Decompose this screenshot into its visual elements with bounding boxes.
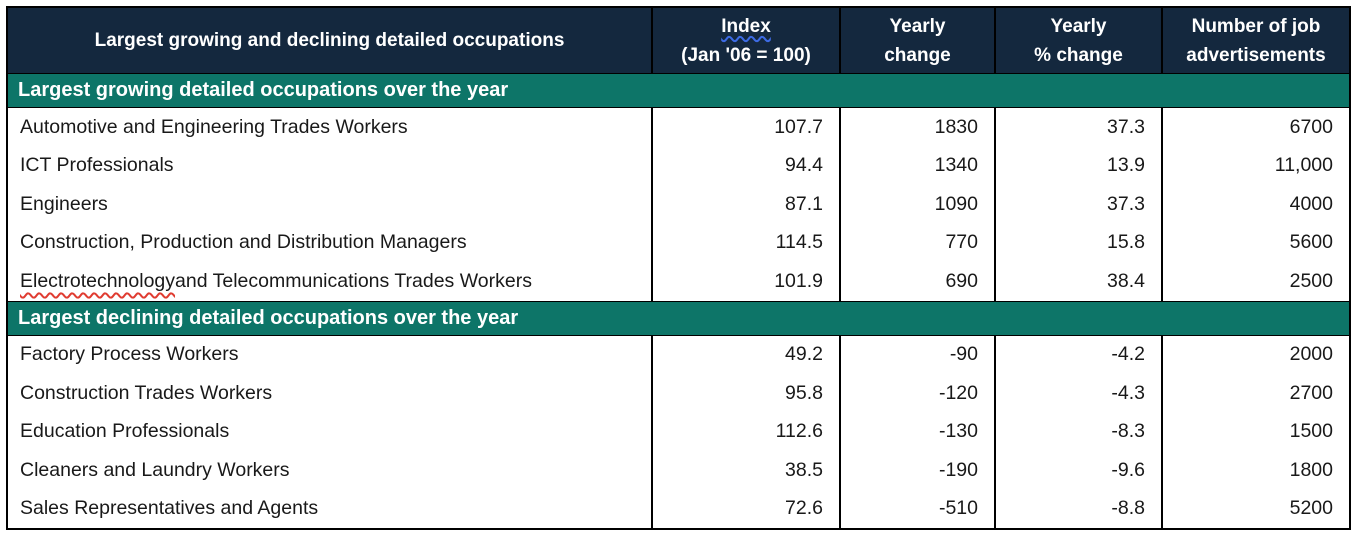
yearly-pct-change-cell: -8.3 — [996, 412, 1163, 451]
yearly-change-cell: 770 — [841, 223, 996, 262]
index-cell: 87.1 — [653, 185, 841, 224]
yearly-pct-change-cell: 37.3 — [996, 108, 1163, 147]
yearly-pct-change-cell: -8.8 — [996, 489, 1163, 528]
index-cell: 72.6 — [653, 489, 841, 528]
job-ads-cell: 5200 — [1289, 497, 1333, 520]
occupation-cell: Education Professionals — [8, 412, 653, 451]
table-title: Largest growing and declining detailed o… — [8, 8, 653, 73]
occupation-cell: Cleaners and Laundry Workers — [8, 451, 653, 490]
yearly-pct-change-cell: 38.4 — [996, 262, 1163, 301]
table-row: Construction, Production and Distributio… — [8, 223, 1349, 262]
yearly-pct-change-cell: -9.6 — [996, 451, 1163, 490]
occupation-cell: Electrotechnology and Telecommunications… — [8, 262, 653, 301]
job-ads-cell: 2500 — [1289, 269, 1333, 292]
index-cell: 112.6 — [653, 412, 841, 451]
yearly-change-cell: 690 — [841, 262, 996, 301]
occupation-rest: and Telecommunications Trades Workers — [175, 269, 532, 292]
yearly-pct-change-cell: 37.3 — [996, 185, 1163, 224]
index-cell: 114.5 — [653, 223, 841, 262]
yearly-change-cell: 1090 — [841, 185, 996, 224]
col-header-index-line2: (Jan '06 = 100) — [681, 44, 811, 66]
section-band-growing: Largest growing detailed occupations ove… — [8, 73, 1349, 108]
job-ads-cell: 5600 — [1289, 231, 1333, 254]
table-row: Construction Trades Workers 95.8 -120 -4… — [8, 374, 1349, 413]
col-header-job-ads: Number of job advertisements — [1186, 15, 1326, 66]
job-ads-cell: 1500 — [1289, 420, 1333, 443]
job-ads-cell: 1800 — [1289, 458, 1333, 481]
col-header-index: Index (Jan '06 = 100) — [653, 8, 841, 73]
yearly-change-cell: -130 — [841, 412, 996, 451]
col-header-index-line1: Index — [721, 15, 771, 37]
job-ads-cell: 11,000 — [1274, 154, 1333, 177]
occupation-cell: Automotive and Engineering Trades Worker… — [8, 108, 653, 147]
job-ads-cell: 4000 — [1289, 192, 1333, 215]
col-header-yearly-pct-change: Yearly % change — [996, 8, 1163, 73]
job-ads-cell: 6700 — [1289, 115, 1333, 138]
yearly-pct-change-cell: -4.3 — [996, 374, 1163, 413]
yearly-change-cell: -510 — [841, 489, 996, 528]
occupations-table: Largest growing and declining detailed o… — [6, 6, 1351, 530]
table-row: Electrotechnology and Telecommunications… — [8, 262, 1349, 301]
table-header-row: Largest growing and declining detailed o… — [8, 8, 1349, 73]
table-row: Engineers 87.1 1090 37.3 4000 — [8, 185, 1349, 224]
occupation-cell: Engineers — [8, 185, 653, 224]
yearly-change-cell: 1340 — [841, 146, 996, 185]
yearly-change-cell: -190 — [841, 451, 996, 490]
occupation-cell: Sales Representatives and Agents — [8, 489, 653, 528]
index-cell: 101.9 — [653, 262, 841, 301]
section-band-declining: Largest declining detailed occupations o… — [8, 300, 1349, 336]
index-cell: 95.8 — [653, 374, 841, 413]
table-row: ICT Professionals 94.4 1340 13.9 11,000 — [8, 146, 1349, 185]
misspelled-word: Electrotechnology — [20, 269, 176, 292]
yearly-pct-change-cell: -4.2 — [996, 335, 1163, 374]
index-cell: 49.2 — [653, 335, 841, 374]
yearly-change-cell: -120 — [841, 374, 996, 413]
yearly-change-cell: 1830 — [841, 108, 996, 147]
occupation-cell: Construction, Production and Distributio… — [8, 223, 653, 262]
occupation-cell: ICT Professionals — [8, 146, 653, 185]
table-row: Cleaners and Laundry Workers 38.5 -190 -… — [8, 451, 1349, 490]
col-header-yearly-change: Yearly change — [841, 8, 996, 73]
table-row: Education Professionals 112.6 -130 -8.3 … — [8, 412, 1349, 451]
index-cell: 38.5 — [653, 451, 841, 490]
table-row: Sales Representatives and Agents 72.6 -5… — [8, 489, 1349, 528]
yearly-pct-change-cell: 13.9 — [996, 146, 1163, 185]
occupation-cell: Construction Trades Workers — [8, 374, 653, 413]
index-cell: 107.7 — [653, 108, 841, 147]
job-ads-cell: 2700 — [1289, 381, 1333, 404]
table-row: Automotive and Engineering Trades Worker… — [8, 108, 1349, 147]
yearly-change-cell: -90 — [841, 335, 996, 374]
occupation-cell: Factory Process Workers — [8, 335, 653, 374]
job-ads-cell: 2000 — [1289, 343, 1333, 366]
yearly-pct-change-cell: 15.8 — [996, 223, 1163, 262]
index-cell: 94.4 — [653, 146, 841, 185]
table-row: Factory Process Workers 49.2 -90 -4.2 20… — [8, 335, 1349, 374]
